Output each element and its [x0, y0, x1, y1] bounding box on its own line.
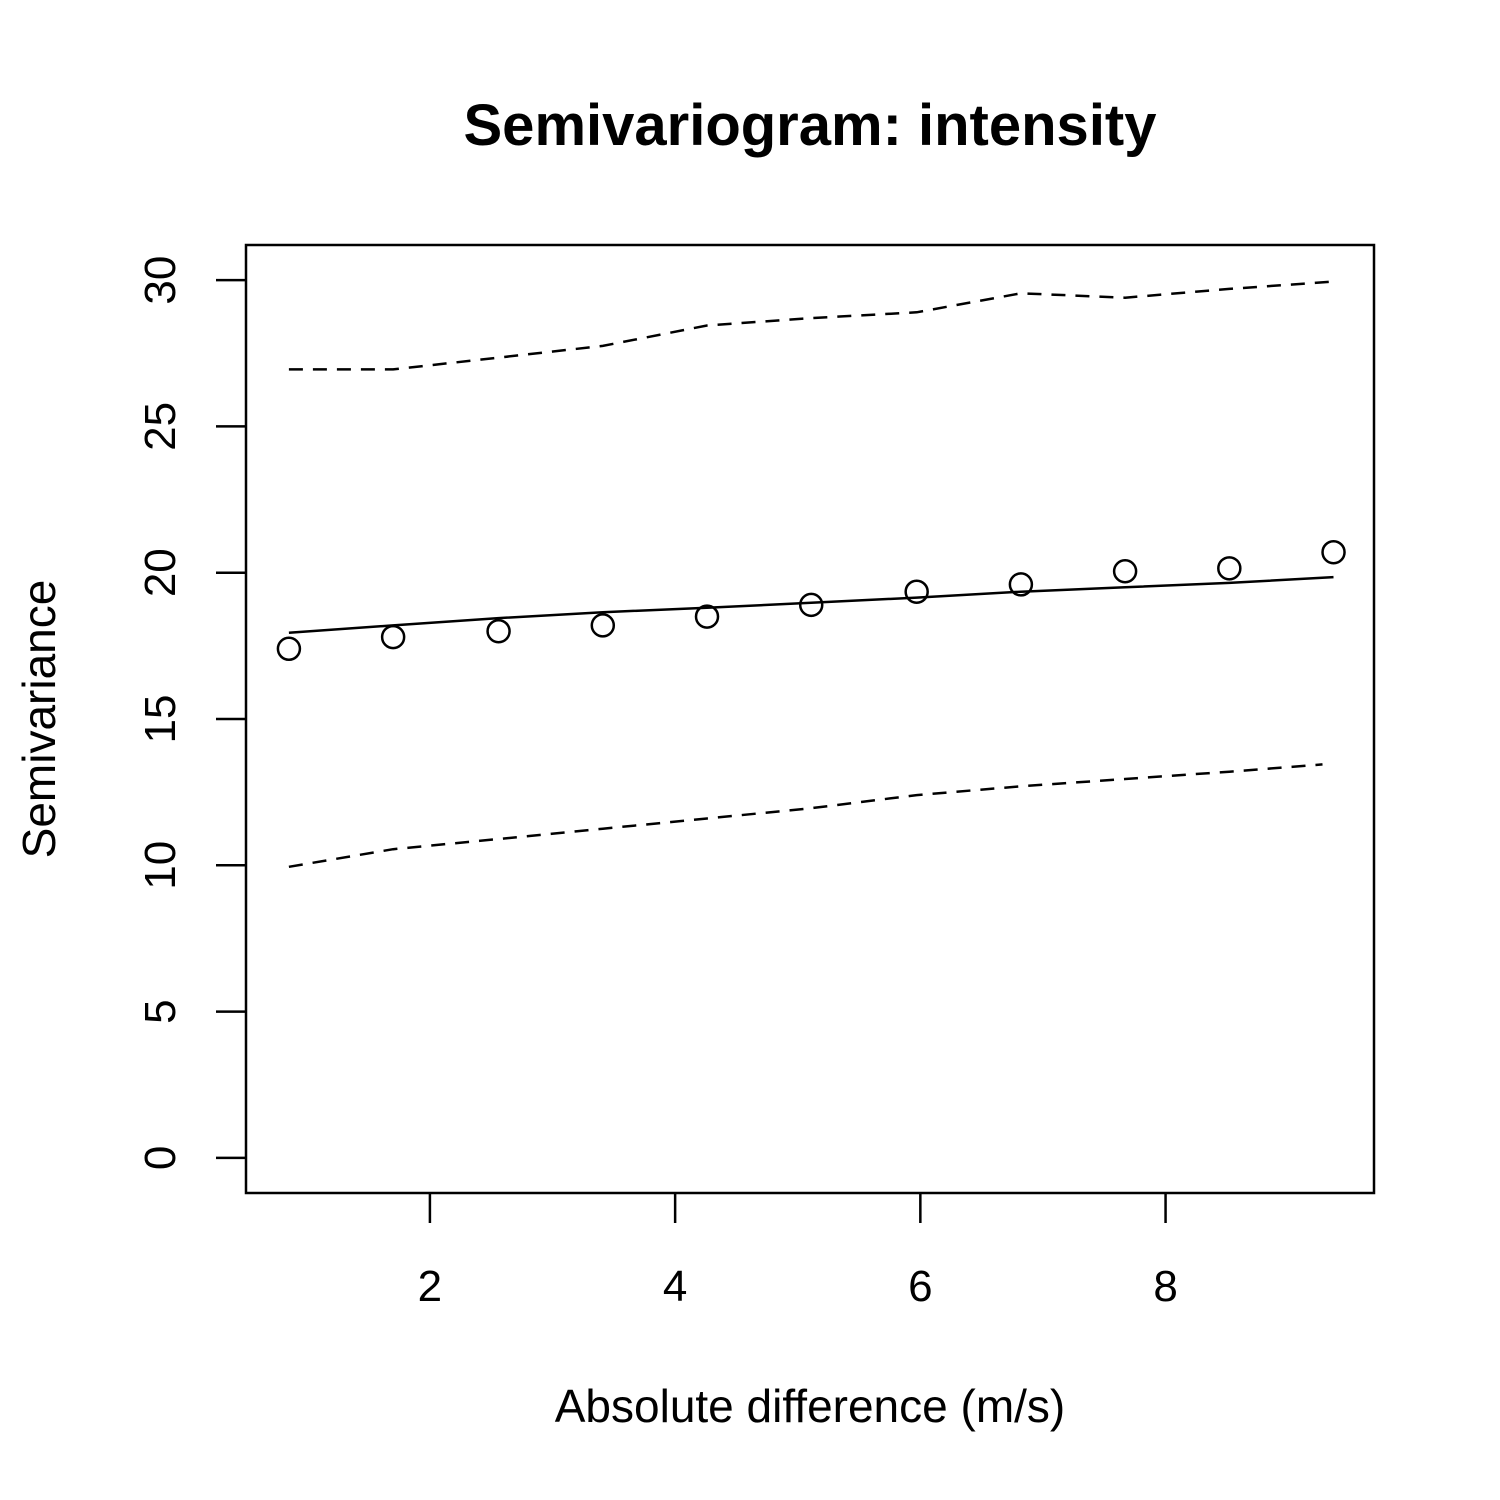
upper-envelope-line	[288, 280, 1334, 371]
y-axis: 0 5 10 15 20 25 30	[136, 256, 246, 1170]
data-point-4	[590, 613, 616, 638]
x-tick-label-4: 4	[663, 1262, 687, 1311]
y-tick-label-25: 25	[136, 402, 185, 451]
data-point-1	[276, 636, 302, 662]
data-point-3	[486, 618, 511, 644]
data-point-2	[380, 624, 406, 650]
x-axis-label: Absolute difference (m/s)	[555, 1380, 1066, 1432]
y-axis-label: Semivariance	[13, 580, 65, 859]
x-tick-label-6: 6	[908, 1262, 932, 1311]
y-tick-label-15: 15	[136, 695, 185, 744]
data-point-11	[1321, 539, 1346, 565]
y-tick-label-0: 0	[136, 1146, 185, 1170]
data-point-7	[904, 579, 929, 604]
data-point-6	[798, 592, 824, 618]
data-point-9	[1112, 558, 1138, 584]
x-tick-label-2: 2	[418, 1262, 442, 1311]
y-tick-label-30: 30	[136, 256, 185, 305]
series-layer	[276, 280, 1346, 869]
plot-frame	[244, 243, 1376, 1195]
chart-title: Semivariogram: intensity	[464, 93, 1157, 158]
data-point-8	[1008, 572, 1034, 597]
data-point-10	[1217, 556, 1242, 581]
x-tick-label-8: 8	[1153, 1262, 1177, 1311]
y-tick-label-10: 10	[136, 841, 185, 890]
data-point-5	[694, 604, 720, 629]
empirical-semivariance-points	[276, 539, 1346, 662]
lower-envelope-line	[288, 763, 1323, 869]
x-axis: 2 4 6 8	[418, 1193, 1178, 1311]
y-tick-label-5: 5	[136, 999, 185, 1023]
y-tick-label-20: 20	[136, 548, 185, 597]
model-fit-line	[288, 575, 1334, 634]
